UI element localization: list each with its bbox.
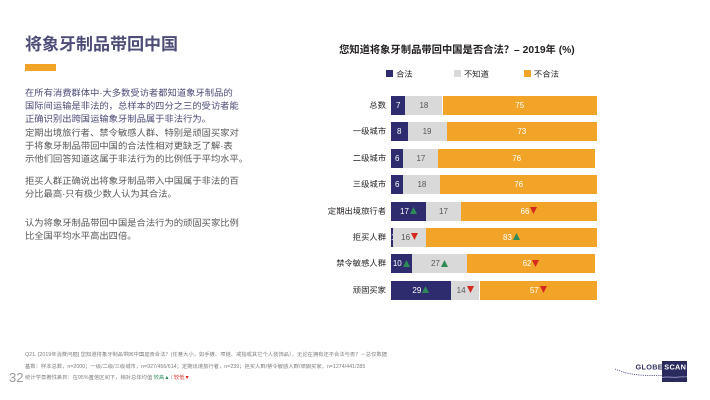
svg-text:GLOBE: GLOBE <box>636 363 663 372</box>
svg-text:SCAN: SCAN <box>664 363 686 372</box>
